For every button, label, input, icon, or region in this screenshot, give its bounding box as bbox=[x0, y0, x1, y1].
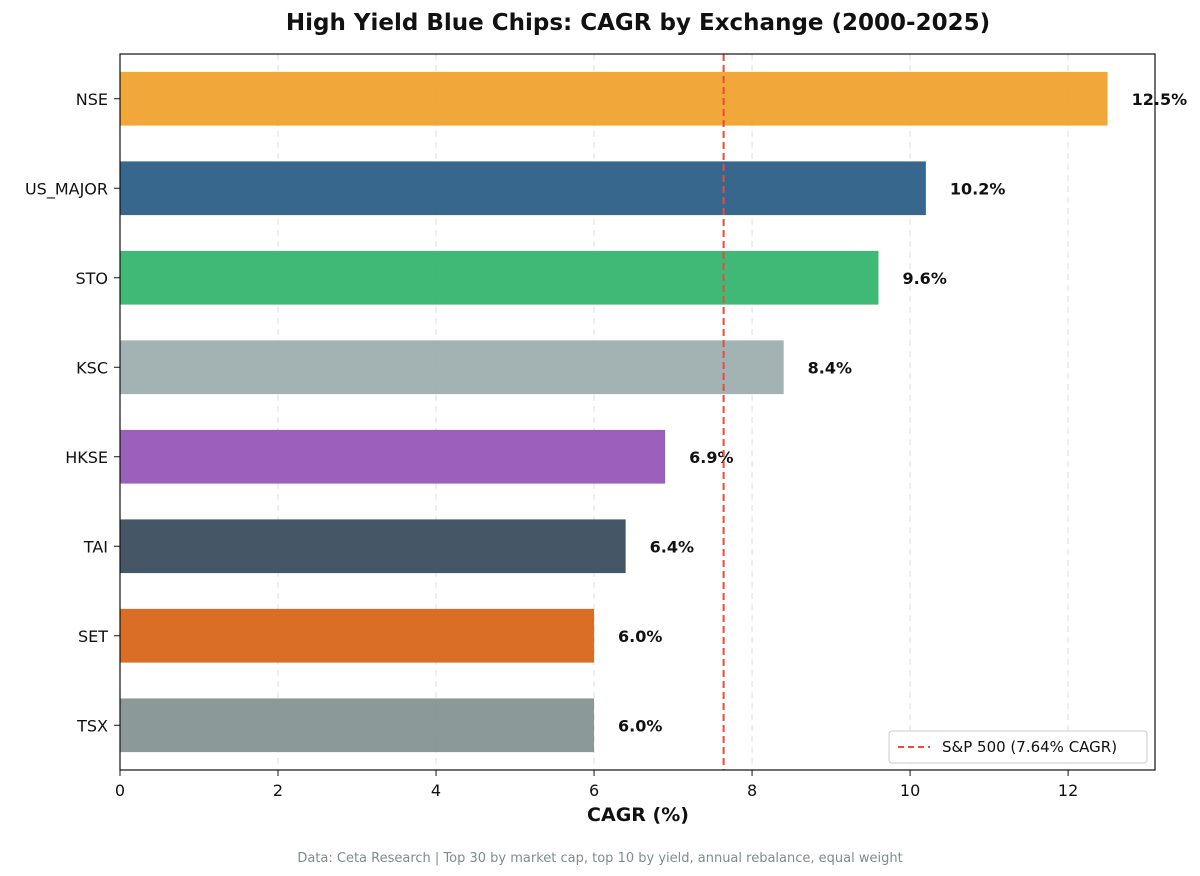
x-tick-label: 12 bbox=[1058, 781, 1078, 800]
legend: S&P 500 (7.64% CAGR) bbox=[888, 730, 1148, 764]
y-tick-label: NSE bbox=[76, 90, 108, 109]
x-tick-label: 10 bbox=[900, 781, 920, 800]
y-tick-label: HKSE bbox=[65, 448, 108, 467]
plot-frame bbox=[119, 53, 1156, 771]
bar-us-major bbox=[120, 161, 926, 216]
bar-tai bbox=[120, 519, 626, 574]
y-tick-label: TAI bbox=[83, 537, 108, 556]
footnote: Data: Ceta Research | Top 30 by market c… bbox=[297, 851, 902, 866]
y-axis: NSE US_MAJOR STO KSC HKSE TAI SET TSX bbox=[25, 90, 120, 735]
legend-label: S&P 500 (7.64% CAGR) bbox=[942, 738, 1117, 756]
bar-value-label: 6.0% bbox=[618, 716, 662, 735]
x-tick-label: 4 bbox=[431, 781, 441, 800]
bar-ksc bbox=[120, 340, 784, 395]
y-tick-label: TSX bbox=[76, 716, 108, 735]
x-tick-label: 2 bbox=[273, 781, 283, 800]
x-axis: 0 2 4 6 8 10 12 bbox=[115, 770, 1078, 800]
legend-box bbox=[888, 730, 1148, 764]
y-tick-label: STO bbox=[75, 269, 108, 288]
bars-layer: 12.5% 10.2% 9.6% 8.4% 6.9% 6.4% 6.0% 6.0% bbox=[120, 71, 1188, 753]
y-tick-label: SET bbox=[78, 627, 108, 646]
bar-value-label: 6.0% bbox=[618, 627, 662, 646]
y-tick-label: US_MAJOR bbox=[25, 179, 108, 199]
bar-value-label: 6.4% bbox=[650, 537, 694, 556]
bar-nse bbox=[120, 71, 1108, 126]
x-tick-label: 0 bbox=[115, 781, 125, 800]
bar-tsx bbox=[120, 698, 595, 753]
y-tick-label: KSC bbox=[76, 358, 108, 377]
bar-set bbox=[120, 608, 595, 663]
chart-title: High Yield Blue Chips: CAGR by Exchange … bbox=[286, 10, 990, 36]
bar-value-label: 8.4% bbox=[808, 358, 852, 377]
x-axis-label: CAGR (%) bbox=[587, 804, 689, 826]
bar-hkse bbox=[120, 429, 666, 484]
bar-value-label: 6.9% bbox=[689, 448, 733, 467]
x-tick-label: 8 bbox=[747, 781, 757, 800]
bar-value-label: 12.5% bbox=[1132, 90, 1188, 109]
bar-sto bbox=[120, 250, 879, 305]
x-tick-label: 6 bbox=[589, 781, 599, 800]
bar-value-label: 10.2% bbox=[950, 179, 1006, 198]
bar-value-label: 9.6% bbox=[902, 269, 946, 288]
